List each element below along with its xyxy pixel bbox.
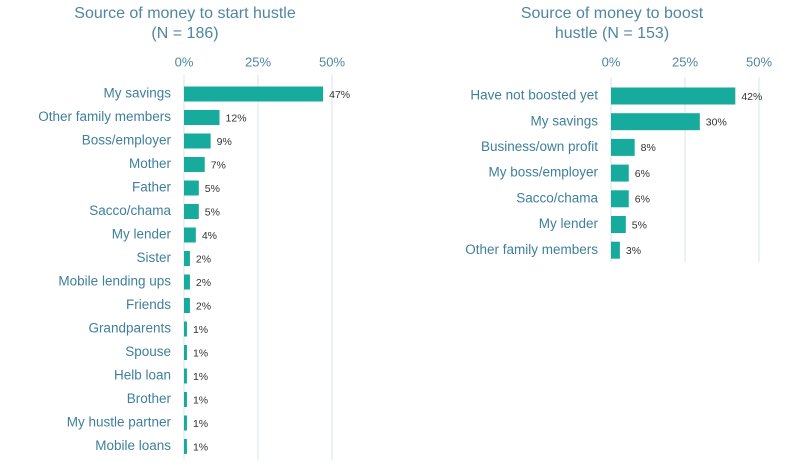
category-label: Helb loan	[114, 368, 171, 383]
value-label: 42%	[741, 91, 762, 103]
value-label: 30%	[706, 116, 727, 128]
x-tick-label: 0%	[175, 54, 194, 69]
category-label: Mother	[129, 156, 172, 171]
bar	[611, 164, 629, 182]
bar	[184, 227, 196, 243]
category-label: My boss/employer	[488, 165, 598, 180]
bar	[184, 204, 199, 219]
value-label: 3%	[626, 245, 641, 257]
bar	[184, 180, 199, 196]
bar	[184, 368, 187, 384]
value-label: 2%	[196, 253, 211, 265]
bar	[611, 87, 736, 105]
chart-title: Source of money to boost	[521, 5, 704, 22]
bar	[184, 251, 190, 266]
category-label: Sacco/chama	[89, 203, 171, 218]
bar	[184, 274, 190, 290]
category-label: Boss/employer	[82, 133, 172, 148]
x-tick-label: 25%	[672, 54, 698, 69]
value-label: 5%	[205, 206, 220, 218]
value-label: 9%	[217, 136, 232, 148]
value-label: 1%	[193, 324, 208, 336]
category-label: Friends	[126, 297, 171, 312]
value-label: 1%	[193, 418, 208, 430]
x-tick-label: 50%	[746, 54, 772, 69]
value-label: 2%	[196, 277, 211, 289]
bar	[611, 241, 620, 259]
value-label: 12%	[226, 112, 247, 124]
category-label: Have not boosted yet	[470, 88, 598, 103]
value-label: 5%	[205, 183, 220, 195]
x-tick-label: 0%	[602, 54, 621, 69]
bar	[611, 113, 700, 131]
category-label: Brother	[127, 391, 172, 406]
category-label: My savings	[530, 113, 598, 128]
value-label: 1%	[193, 347, 208, 359]
bar	[611, 216, 626, 233]
value-label: 1%	[193, 441, 208, 453]
category-label: Spouse	[125, 344, 171, 359]
chart-title: hustle (N = 153)	[555, 25, 669, 42]
bar	[184, 415, 187, 431]
bar	[184, 345, 187, 360]
category-label: Sacco/chama	[516, 190, 598, 205]
value-label: 7%	[211, 159, 226, 171]
value-label: 2%	[196, 300, 211, 312]
category-label: Other family members	[465, 242, 598, 257]
category-label: Mobile loans	[95, 438, 171, 453]
bar	[611, 138, 635, 156]
value-label: 47%	[329, 89, 350, 101]
value-label: 1%	[193, 371, 208, 383]
bar	[184, 157, 205, 172]
category-label: My lender	[112, 227, 172, 242]
chart-title: (N = 186)	[151, 25, 218, 42]
category-label: Sister	[136, 250, 171, 265]
category-label: Grandparents	[88, 321, 171, 336]
bar	[184, 86, 324, 102]
category-label: My hustle partner	[67, 415, 172, 430]
category-label: Other family members	[38, 109, 171, 124]
bar	[184, 298, 190, 313]
value-label: 4%	[202, 230, 217, 242]
value-label: 1%	[193, 394, 208, 406]
category-label: My savings	[103, 86, 171, 101]
x-tick-label: 50%	[319, 54, 345, 69]
bar	[611, 190, 629, 208]
chart-title: Source of money to start hustle	[74, 5, 296, 22]
bar	[184, 110, 220, 125]
x-tick-label: 25%	[245, 54, 271, 69]
category-label: Father	[132, 180, 172, 195]
category-label: Mobile lending ups	[58, 274, 171, 289]
value-label: 6%	[635, 194, 650, 206]
bar	[184, 439, 187, 454]
value-label: 6%	[635, 168, 650, 180]
category-label: My lender	[539, 216, 599, 231]
value-label: 8%	[641, 142, 656, 154]
category-label: Business/own profit	[481, 139, 598, 154]
bar	[184, 321, 187, 337]
value-label: 5%	[632, 219, 647, 231]
bar	[184, 392, 187, 407]
bar	[184, 133, 211, 149]
